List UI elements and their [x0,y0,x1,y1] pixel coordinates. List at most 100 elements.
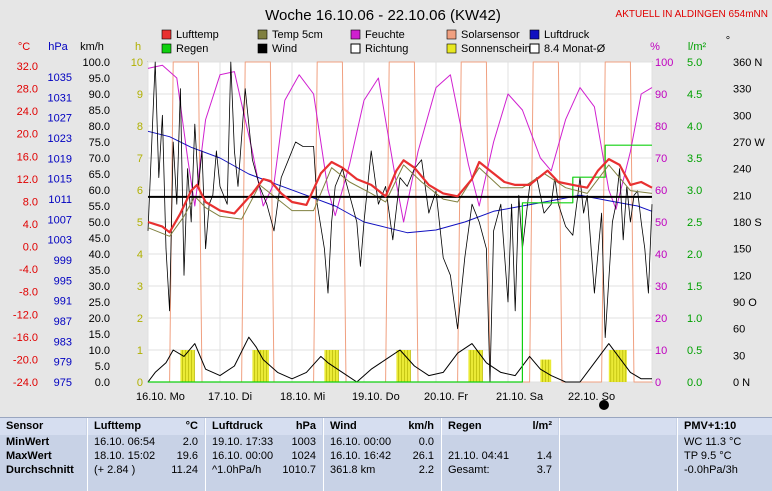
legend: Lufttemp Temp 5cm Feuchte Solarsensor Luftdr… [161,29,606,55]
pressure-tick-label: 1003 [48,235,72,247]
legend-swatch [350,29,361,40]
summary-wind-header: Wind km/h [324,418,440,435]
sun-tick-label: 4 [137,249,143,261]
x-tick-label: 17.10. Di [208,391,252,403]
summary-sensor-header: Sensor [0,418,86,435]
wind-tick-label: 65.0 [89,169,110,181]
summary-lufttemp-col: Lufttemp °C 16.10. 06:54 2.0 18.10. 15:02 1… [88,418,204,491]
summary-cell: 361.8 km 2.2 [330,464,434,476]
temp-tick-label: 16.0 [17,151,38,163]
legend-label: Regen [176,43,208,55]
sun-tick-label: 1 [137,345,143,357]
summary-regen-col: Regen l/m² 21.10. 04:41 1.4 Gesamt: 3.7 [442,418,558,491]
x-tick-label: 22.10. So [568,391,615,403]
rain-tick-label: 1.0 [687,313,702,325]
summary-cell: 16.10. 00:00 0.0 [330,436,434,448]
divider [323,418,324,491]
legend-label: Sonnenschein [461,43,531,55]
divider [559,418,560,491]
divider [205,418,206,491]
divider [441,418,442,491]
summary-cell: 18.10. 15:02 19.6 [94,450,198,462]
summary-cell [442,435,558,449]
wind-tick-label: 60.0 [89,185,110,197]
location-label: AKTUELL IN ALDINGEN 654mNN [616,9,768,20]
wind-tick-label: 100.0 [82,57,110,69]
wind-tick-label: 75.0 [89,137,110,149]
unit-direction: ° [726,35,730,47]
direction-tick-label: 360 N [733,57,762,69]
rain-tick-label: 3.0 [687,185,702,197]
legend-swatch [446,29,457,40]
summary-empty-header [560,418,676,435]
pressure-tick-label: 1035 [48,72,72,84]
humidity-tick-label: 20 [655,313,667,325]
unit-humidity: % [650,41,660,53]
legend-label: Wind [272,43,297,55]
legend-label: Lufttemp [176,29,219,41]
temp-tick-label: -8.0 [19,287,38,299]
unit-rain: l/m² [688,41,707,53]
wind-tick-label: 50.0 [89,217,110,229]
wind-tick-label: 35.0 [89,265,110,277]
pressure-tick-label: 979 [54,357,72,369]
summary-cell: -0.0hPa/3h [684,464,738,476]
current-time-marker [599,400,609,410]
legend-label: Luftdruck [544,29,590,41]
x-tick-label: 16.10. Mo [136,391,185,403]
wind-tick-label: 5.0 [95,361,110,373]
sun-tick-label: 9 [137,89,143,101]
temp-tick-label: 4.0 [23,219,38,231]
temp-tick-label: 8.0 [23,196,38,208]
x-tick-label: 20.10. Fr [424,391,468,403]
temp-tick-label: 24.0 [17,106,38,118]
direction-tick-label: 150 [733,244,751,256]
pressure-tick-label: 975 [54,377,72,389]
pressure-tick-label: 1027 [48,113,72,125]
rain-tick-label: 5.0 [687,57,702,69]
rain-tick-label: 3.5 [687,153,702,165]
pressure-tick-label: 987 [54,316,72,328]
humidity-tick-label: 80 [655,121,667,133]
sun-tick-label: 2 [137,313,143,325]
pressure-tick-label: 1015 [48,174,72,186]
sunshine-bar [540,359,552,382]
humidity-tick-label: 50 [655,217,667,229]
wind-tick-label: 30.0 [89,281,110,293]
legend-swatch [161,43,172,54]
summary-cell: WC 11.3 °C [684,436,742,448]
x-tick-label: 21.10. Sa [496,391,544,403]
wind-tick-label: 80.0 [89,121,110,133]
direction-tick-label: 210 [733,190,751,202]
pressure-tick-label: 983 [54,336,72,348]
summary-cell: 16.10. 06:54 2.0 [94,436,198,448]
summary-pmv-col: PMV+1:10 WC 11.3 °C TP 9.5 °C -0.0hPa/3h [678,418,772,491]
direction-tick-label: 180 S [733,217,762,229]
sun-tick-label: 5 [137,217,143,229]
x-tick-label: 18.10. Mi [280,391,325,403]
rain-tick-label: 1.5 [687,281,702,293]
summary-cell: 21.10. 04:41 1.4 [448,450,552,462]
temp-tick-label: 28.0 [17,84,38,96]
pressure-tick-label: 995 [54,275,72,287]
pressure-tick-label: 1031 [48,92,72,104]
legend-label: Richtung [365,43,408,55]
direction-tick-label: 240 [733,164,751,176]
temp-tick-label: -16.0 [13,332,38,344]
series-line-feuchte [147,64,653,223]
temp-tick-label: 12.0 [17,174,38,186]
unit-wind: km/h [80,41,104,53]
direction-tick-label: 120 [733,270,751,282]
legend-label: Feuchte [365,29,405,41]
rain-tick-label: 2.5 [687,217,702,229]
legend-swatch [350,43,361,54]
unit-pressure: hPa [48,41,68,53]
direction-tick-label: 30 [733,350,745,362]
temp-tick-label: -24.0 [13,377,38,389]
wind-tick-label: 15.0 [89,329,110,341]
direction-tick-label: 270 W [733,137,765,149]
summary-cell: 16.10. 00:00 1024 [212,450,316,462]
pressure-tick-label: 1019 [48,153,72,165]
humidity-tick-label: 30 [655,281,667,293]
legend-swatch [257,29,268,40]
